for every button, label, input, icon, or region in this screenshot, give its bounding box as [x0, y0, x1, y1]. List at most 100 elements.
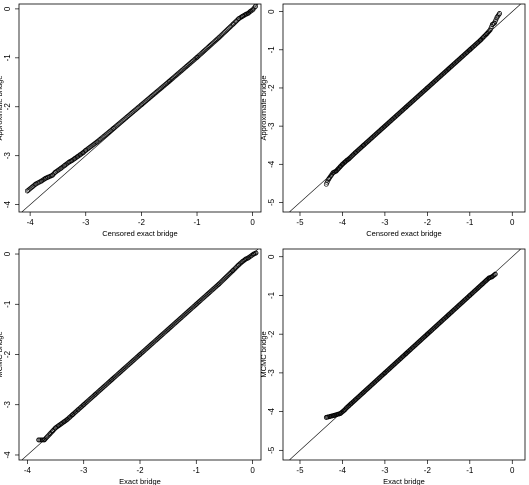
x-axis-label: Exact bridge	[119, 477, 161, 485]
x-tick-label: -4	[339, 466, 347, 475]
quantile-point	[489, 274, 495, 280]
quantile-point	[109, 377, 115, 382]
quantile-point	[323, 415, 329, 420]
quantile-point	[494, 14, 500, 20]
x-axis-label: Exact bridge	[383, 477, 425, 485]
quantile-point	[361, 389, 367, 395]
quantile-point	[62, 163, 67, 168]
x-tick-label: -4	[339, 218, 347, 227]
y-tick-label: -2	[3, 350, 12, 358]
quantile-point	[139, 102, 144, 108]
quantile-point	[253, 4, 258, 9]
reference-line	[21, 4, 259, 212]
quantile-point	[492, 20, 497, 26]
y-tick-label: -4	[3, 451, 12, 459]
quantile-point	[230, 268, 236, 273]
quantile-point	[47, 431, 53, 437]
quantile-point	[337, 411, 343, 416]
quantile-points	[323, 271, 498, 420]
quantile-point	[38, 178, 44, 184]
y-tick-label: -5	[267, 446, 276, 454]
quantile-point	[492, 271, 498, 277]
quantile-point	[50, 428, 56, 434]
quantile-point	[193, 301, 199, 307]
quantile-point	[240, 259, 245, 264]
x-tick-label: -1	[466, 466, 474, 475]
y-tick-label: -3	[267, 122, 276, 130]
quantile-point	[250, 7, 256, 13]
quantile-point	[424, 85, 430, 91]
quantile-point	[331, 413, 337, 418]
quantile-point	[94, 139, 100, 145]
y-tick-label: -2	[3, 103, 12, 111]
y-tick-label: -2	[267, 84, 276, 92]
plot-frame	[18, 3, 262, 213]
quantile-point	[45, 174, 51, 180]
quantile-point	[382, 370, 388, 376]
plot-frame	[282, 248, 526, 461]
x-axis-label: Censored exact bridge	[102, 229, 177, 238]
quantile-point	[330, 170, 336, 176]
quantile-points	[323, 11, 502, 187]
quantile-point	[251, 251, 257, 257]
quantile-point	[236, 16, 242, 22]
qq-panel-4: -5 -4 -3 -2 -1 0 -5 -4 -3 -2 -1 0 Exact bridge MCMC b…	[259, 248, 526, 485]
quantile-points	[36, 250, 259, 443]
quantile-point	[243, 256, 249, 262]
quantile-point	[475, 285, 481, 291]
x-tick-label: -5	[296, 218, 304, 227]
qq-panel-1: -4 -3 -2 -1 0 -4 -3 -2 -1 0 Censored exact bridge A…	[0, 3, 262, 238]
quantile-point	[323, 181, 329, 187]
quantile-point	[33, 181, 39, 187]
x-tick-label: -4	[27, 218, 35, 227]
quantile-point	[24, 188, 30, 194]
y-tick-label: 0	[267, 254, 276, 259]
y-tick-label: -5	[267, 198, 276, 206]
quantile-point	[326, 176, 332, 182]
quantile-point	[43, 175, 49, 181]
x-tick-label: -1	[193, 218, 201, 227]
y-tick-label: -1	[3, 300, 12, 308]
quantile-point	[352, 150, 358, 156]
y-tick-label: -1	[3, 54, 12, 62]
quantile-point	[483, 278, 489, 284]
quantile-point	[497, 11, 502, 16]
quantile-point	[487, 28, 492, 34]
quantile-point	[67, 414, 73, 420]
quantile-point	[230, 21, 236, 27]
qq-panel-3: -4 -3 -2 -1 0 -4 -3 -2 -1 0 Exact bridge MCMC bridg…	[0, 248, 262, 485]
quantile-point	[352, 397, 358, 403]
quantile-point	[66, 159, 72, 165]
y-axis-label: Approximate bridge	[259, 75, 268, 140]
quantile-point	[64, 417, 70, 423]
y-axis-label: MCMC bridge	[259, 331, 268, 377]
quantile-point	[81, 402, 87, 408]
x-tick-label: -2	[424, 218, 432, 227]
x-tick-label: 0	[510, 218, 515, 227]
quantile-point	[111, 125, 116, 131]
y-tick-label: 0	[3, 6, 12, 11]
plot-frame	[282, 3, 526, 213]
quantile-point	[216, 281, 222, 287]
qq-panel-2: -5 -4 -3 -2 -1 0 -5 -4 -3 -2 -1 0 Censored exact bri…	[259, 3, 526, 238]
quantile-point	[346, 156, 352, 162]
quantile-point	[484, 31, 490, 37]
quantile-point	[348, 401, 354, 407]
x-tick-label: -3	[381, 218, 389, 227]
x-axis-label: Censored exact bridge	[366, 229, 441, 238]
y-tick-label: -4	[267, 408, 276, 416]
quantile-point	[403, 104, 409, 110]
quantile-point	[467, 47, 473, 53]
y-tick-label: -3	[267, 369, 276, 377]
x-tick-label: -2	[138, 218, 146, 227]
quantile-point	[216, 34, 222, 40]
quantile-points	[24, 4, 258, 194]
quantile-point	[446, 312, 451, 318]
quantile-point	[50, 172, 55, 178]
quantile-point	[480, 281, 485, 287]
x-tick-label: -3	[381, 466, 389, 475]
y-tick-label: -3	[3, 401, 12, 409]
x-tick-label: -1	[466, 218, 474, 227]
quantile-point	[467, 293, 473, 298]
